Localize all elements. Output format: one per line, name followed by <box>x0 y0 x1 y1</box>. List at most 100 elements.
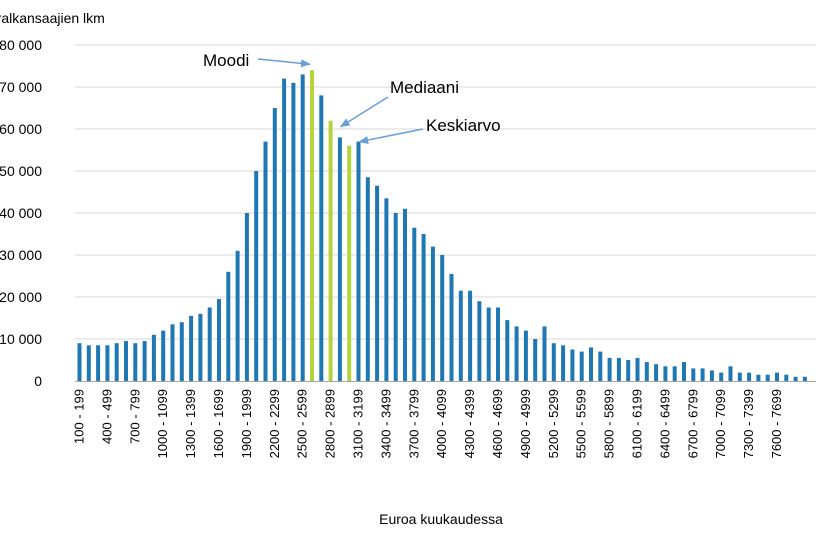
bar <box>700 368 705 381</box>
x-tick-label: 700 - 799 <box>127 389 142 444</box>
y-tick-label: 50 000 <box>0 163 42 179</box>
bar <box>533 339 538 381</box>
bar <box>775 372 779 381</box>
bar <box>198 313 203 381</box>
x-tick-label: 6700 - 6799 <box>685 389 700 458</box>
bar <box>682 362 686 381</box>
annotation-arrow <box>257 58 311 68</box>
bar <box>672 366 677 381</box>
bar <box>626 360 631 381</box>
bar <box>86 345 91 381</box>
bar <box>170 324 175 381</box>
bar <box>291 82 296 382</box>
x-tick-label: 3100 - 3199 <box>351 389 366 458</box>
bar <box>691 368 696 381</box>
x-tick-label: 2200 - 2299 <box>267 389 282 458</box>
x-axis-ticks: 100 - 199 400 - 499 700 - 799 1000 - 1099 13… <box>72 389 785 458</box>
bar <box>430 246 435 381</box>
x-tick-label: 4000 - 4099 <box>434 389 449 458</box>
x-tick-label: 2800 - 2899 <box>323 389 338 458</box>
bar <box>616 357 621 381</box>
bar <box>96 345 101 381</box>
bar <box>310 70 314 381</box>
bar <box>244 213 249 381</box>
x-tick-label: 6100 - 6199 <box>630 389 645 458</box>
x-tick-label: 1600 - 1699 <box>211 389 226 458</box>
bar <box>282 78 287 381</box>
bar <box>802 376 807 381</box>
bar <box>728 366 733 381</box>
x-tick-label: 5500 - 5599 <box>574 389 589 458</box>
x-tick-label: 4600 - 4699 <box>490 389 505 458</box>
x-tick-label: 4900 - 4999 <box>518 389 533 458</box>
annotation-arrow <box>339 96 389 128</box>
bar <box>756 374 761 381</box>
y-tick-label: 60 000 <box>0 121 42 137</box>
annotation-arrow <box>358 128 424 144</box>
y-tick-label: 10 000 <box>0 331 42 347</box>
x-tick-label: 2500 - 2599 <box>295 389 310 458</box>
x-tick-label: 4300 - 4399 <box>462 389 477 458</box>
bar <box>440 255 445 381</box>
bar <box>161 330 166 381</box>
bar <box>458 290 463 381</box>
bar <box>551 343 556 381</box>
y-tick-label: 70 000 <box>0 79 42 95</box>
bar <box>412 227 417 381</box>
bar <box>561 345 566 381</box>
bar <box>142 341 147 381</box>
bars <box>77 70 807 382</box>
bar <box>468 290 473 381</box>
bar <box>523 330 528 381</box>
bar <box>263 141 268 381</box>
bar <box>77 343 82 381</box>
bar <box>793 376 798 381</box>
y-tick-label: 0 <box>34 373 42 389</box>
bar <box>496 307 500 381</box>
y-tick-label: 30 000 <box>0 247 42 263</box>
bar <box>737 372 742 381</box>
bar <box>189 315 194 381</box>
bar <box>375 185 380 381</box>
bar <box>579 351 584 381</box>
x-tick-label: 5200 - 5299 <box>546 389 561 458</box>
x-tick-label: 1000 - 1099 <box>155 389 170 458</box>
bar <box>365 177 370 381</box>
bar <box>449 273 454 381</box>
bar <box>589 347 593 381</box>
bar <box>598 351 603 381</box>
x-tick-label: 5800 - 5899 <box>602 389 617 458</box>
x-tick-label: 3400 - 3499 <box>378 389 393 458</box>
x-tick-label: 7600 - 7699 <box>769 389 784 458</box>
bar <box>477 301 482 381</box>
x-tick-label: 1300 - 1399 <box>183 389 198 458</box>
bar <box>514 326 519 381</box>
bar <box>319 95 324 382</box>
bar <box>644 362 649 381</box>
x-tick-label: 7300 - 7399 <box>741 389 756 458</box>
x-axis-title: Euroa kuukaudessa <box>379 511 503 527</box>
x-tick-label: 6400 - 6499 <box>657 389 672 458</box>
bar <box>570 349 575 381</box>
annotation-label: Moodi <box>203 51 249 70</box>
bar <box>328 120 333 381</box>
bar <box>486 307 491 381</box>
bar <box>403 208 407 381</box>
annotation-label: Keskiarvo <box>426 116 501 135</box>
y-axis-ticks: 0 10 000 20 000 30 000 40 000 50 000 60 000 70 … <box>0 37 42 389</box>
bar <box>393 213 398 381</box>
bar <box>217 299 221 381</box>
bar <box>272 108 277 381</box>
bar <box>151 334 156 381</box>
bar <box>356 141 361 381</box>
x-tick-label: 3700 - 3799 <box>406 389 421 458</box>
bar <box>747 372 752 381</box>
bar <box>347 145 352 381</box>
bar <box>709 370 714 381</box>
annotation-label: Mediaani <box>390 78 459 97</box>
bar <box>179 322 184 381</box>
bar <box>421 234 426 381</box>
bar <box>654 364 659 381</box>
y-axis-title: Palkansaajien lkm <box>0 10 105 26</box>
